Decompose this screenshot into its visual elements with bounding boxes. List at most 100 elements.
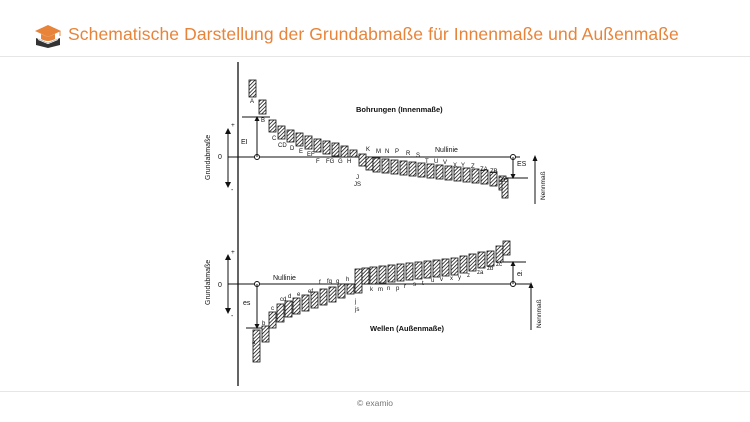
shaft-letter-label: a: [252, 340, 256, 346]
arrow-down-icon: [254, 324, 260, 329]
tolerance-bar: [502, 240, 511, 256]
tolerance-bar: [495, 245, 504, 263]
hole-letter-label: J: [356, 175, 359, 181]
shaft-letter-label: x: [450, 276, 453, 282]
hole-letter-label: E: [299, 149, 303, 155]
tolerance-bar: [450, 257, 459, 276]
tolerance-bar: [489, 171, 498, 187]
tolerance-bar: [354, 268, 363, 294]
hole-letter-label: S: [416, 153, 420, 159]
tolerance-bar: [340, 145, 349, 158]
shaft-letter-label: s: [413, 282, 416, 288]
minus-sign-top: -: [231, 187, 234, 194]
tolerance-bar: [417, 162, 426, 178]
tolerance-bar: [435, 164, 444, 180]
tolerance-bar: [313, 138, 322, 153]
footer-divider: [0, 391, 750, 392]
plus-sign-top: +: [231, 122, 235, 129]
tolerance-bar: [328, 286, 337, 303]
tolerance-bar: [453, 166, 462, 182]
tolerance-bar: [486, 250, 495, 267]
tolerance-bar: [261, 325, 270, 343]
page-title: Schematische Darstellung der Grundabmaße…: [68, 24, 679, 44]
shafts-bars: [252, 240, 511, 363]
hole-letter-label: G: [338, 159, 343, 165]
hole-letter-label: X: [453, 163, 457, 169]
tolerance-bar: [322, 140, 331, 155]
tolerance-bar: [378, 265, 387, 284]
es-label: ES: [517, 161, 527, 168]
tolerance-bar: [426, 163, 435, 179]
shafts-diagram: + 0 - Grundabmaße es ei Nennmaß Wellen (…: [205, 240, 543, 363]
shafts-heading: Wellen (Außenmaße): [370, 324, 445, 333]
tolerance-bar: [277, 125, 286, 140]
shaft-letter-label: v: [440, 277, 443, 283]
tolerance-bar: [349, 149, 358, 158]
shaft-letter-label: zb: [487, 266, 494, 272]
tolerance-bar: [372, 157, 381, 173]
hole-letter-label: R: [406, 151, 411, 157]
hole-letter-label: T: [425, 159, 429, 165]
shaft-letter-label: y: [458, 275, 461, 281]
tolerance-bar: [480, 169, 489, 185]
tolerance-bar: [301, 294, 310, 312]
hole-letter-label: U: [434, 159, 438, 165]
tolerance-bar: [369, 266, 378, 285]
tolerance-bar: [396, 263, 405, 282]
hole-letter-label: JS: [354, 182, 361, 188]
hole-letter-label: C: [272, 136, 277, 142]
holes-heading: Bohrungen (Innenmaße): [356, 105, 443, 114]
ei-label: EI: [241, 139, 248, 146]
tolerance-bar: [346, 283, 355, 295]
tolerance-bar: [477, 251, 486, 269]
arrow-down-icon: [225, 308, 231, 314]
tolerance-bar: [361, 267, 370, 285]
tolerance-bar: [381, 158, 390, 174]
hole-letter-label: CD: [278, 143, 287, 149]
shaft-letter-label: u: [431, 278, 434, 284]
nominal-size-label-bottom: Nennmaß: [536, 299, 543, 328]
arrow-up-icon: [532, 155, 538, 161]
arrow-down-icon: [225, 182, 231, 188]
tolerance-bar: [268, 119, 277, 133]
hole-letter-label: V: [443, 160, 447, 166]
hole-letter-label: D: [290, 146, 295, 152]
tolerance-bar: [390, 159, 399, 175]
shaft-letter-label: cd: [280, 297, 286, 303]
tolerance-bar: [292, 297, 301, 315]
arrow-down-icon: [510, 174, 516, 179]
arrow-up-icon: [225, 254, 231, 260]
tolerance-bar: [444, 165, 453, 181]
arrow-up-icon: [528, 282, 534, 288]
arrow-up-icon: [254, 116, 260, 121]
hole-letter-label: FG: [326, 159, 335, 165]
tolerance-bar: [462, 167, 471, 183]
shaft-letter-label: za: [477, 270, 484, 276]
nominal-size-label-top: Nennmaß: [540, 171, 547, 200]
tolerance-bar: [248, 79, 257, 98]
tolerance-bar: [295, 132, 304, 147]
tolerance-bar: [337, 283, 346, 299]
tolerance-bar: [423, 260, 432, 279]
tolerance-bar: [468, 253, 477, 272]
zero-line-label-top: Nullinie: [435, 147, 458, 154]
shaft-letter-label: p: [396, 286, 400, 292]
tolerance-bar: [471, 168, 480, 184]
tolerance-bar: [399, 160, 408, 176]
shaft-letter-label: zc: [496, 262, 502, 268]
shaft-letter-label: ef: [308, 289, 313, 295]
shaft-letter-label: k: [370, 287, 374, 293]
page-header: Schematische Darstellung der Grundabmaße…: [0, 0, 750, 56]
tolerance-bar: [268, 311, 277, 329]
shaft-letter-label: n: [387, 286, 390, 292]
shaft-letter-label: r: [404, 284, 406, 290]
hole-letter-label: A: [250, 99, 254, 105]
hole-letter-label: H: [347, 159, 351, 165]
shaft-letter-label: b: [262, 321, 266, 327]
es-lower-label: es: [243, 300, 251, 307]
holes-bars: [248, 79, 509, 199]
tolerance-bar: [432, 259, 441, 278]
hole-letter-label: Z: [471, 164, 475, 170]
